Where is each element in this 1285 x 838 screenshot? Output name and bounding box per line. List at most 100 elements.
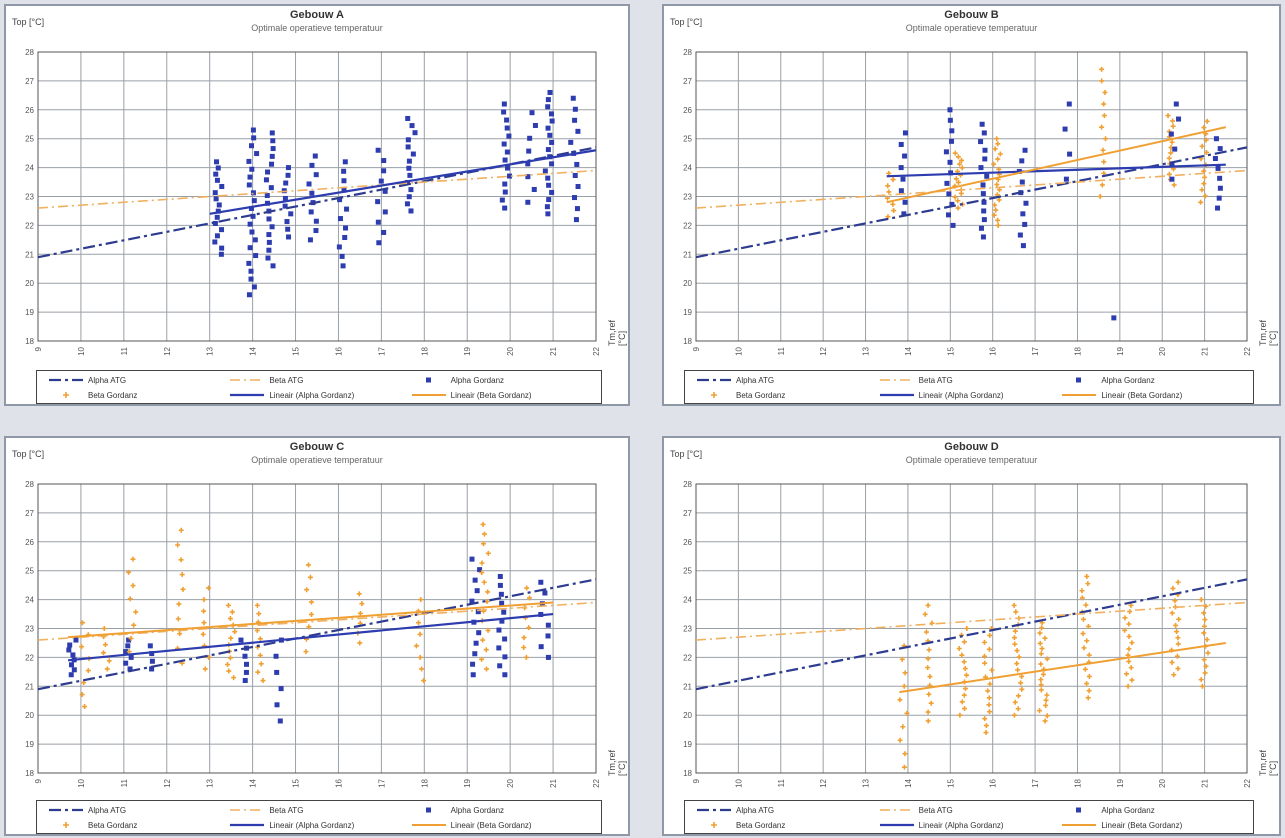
x-tick-label: 9 [34, 346, 43, 351]
legend-label: Alpha ATG [736, 805, 775, 815]
beta-point [130, 583, 136, 589]
alpha-point [70, 652, 76, 658]
alpha-point [265, 169, 271, 175]
alpha-point [980, 182, 986, 188]
alpha-point [306, 181, 312, 187]
alpha-point [502, 157, 508, 163]
beta-point [927, 674, 933, 680]
alpha-point [285, 165, 291, 171]
beta-point [995, 156, 1001, 162]
beta-point [1085, 695, 1091, 701]
y-tick-label: 21 [25, 682, 34, 691]
alpha-point [407, 172, 413, 178]
y-axis-label: Top [°C] [12, 17, 45, 27]
beta-point [890, 177, 896, 183]
alpha-point [219, 227, 225, 233]
beta-point [1203, 603, 1209, 609]
beta-point [957, 712, 963, 718]
alpha-point [902, 199, 908, 205]
scatter-points [66, 521, 551, 724]
beta-point [955, 154, 961, 160]
y-tick-label: 23 [25, 625, 34, 634]
beta-point [1204, 637, 1210, 643]
beta-point [485, 627, 491, 633]
beta-point [1037, 630, 1043, 636]
legend-swatch [1062, 824, 1097, 826]
legend-label: Alpha Gordanz [1101, 375, 1155, 385]
alpha-point [538, 579, 544, 585]
y-axis-label: Top [°C] [670, 449, 703, 459]
alpha-point [247, 245, 253, 251]
alpha-point [547, 132, 553, 138]
beta-point [926, 647, 932, 653]
alpha-point [1019, 179, 1025, 185]
alpha-point [282, 195, 288, 201]
x-tick-label: 20 [1158, 346, 1167, 355]
alpha-point [313, 228, 319, 234]
alpha-point [470, 661, 476, 667]
alpha-point [409, 123, 415, 129]
beta-point [1173, 622, 1179, 628]
x-tick-label: 14 [249, 346, 258, 355]
beta-point [925, 709, 931, 715]
alpha-point [502, 672, 508, 678]
legend-label: Lineair (Alpha Gordanz) [269, 390, 355, 400]
alpha-point [497, 573, 503, 579]
alpha-point [943, 149, 949, 155]
alpha-point [1213, 136, 1219, 142]
alpha-point [307, 237, 313, 243]
beta-point [1201, 125, 1207, 131]
beta-point [178, 527, 184, 533]
alpha-point [266, 239, 272, 245]
alpha-point [250, 127, 256, 133]
legend-item: Beta Gordanz [697, 818, 785, 832]
beta-point [484, 666, 490, 672]
alpha-point [525, 174, 531, 180]
alpha-point [945, 212, 951, 218]
x-tick-label: 19 [1116, 346, 1125, 355]
alpha-point [274, 702, 280, 708]
beta-point [1129, 677, 1135, 683]
beta-point [923, 629, 929, 635]
beta-point [1044, 656, 1050, 662]
beta-point [1080, 631, 1086, 637]
legend-label: Lineair (Beta Gordanz) [1101, 390, 1183, 400]
beta-point [1174, 629, 1180, 635]
beta-point [1198, 677, 1204, 683]
beta-point [526, 625, 532, 631]
grid [695, 483, 1248, 774]
beta-point [1038, 682, 1044, 688]
alpha-point [266, 232, 272, 238]
legend-swatch [411, 394, 446, 396]
y-tick-label: 24 [25, 596, 34, 605]
alpha-point [248, 276, 254, 282]
alpha-point [474, 588, 480, 594]
beta-point [521, 635, 527, 641]
y-tick-label: 25 [25, 135, 34, 144]
beta-point [952, 150, 958, 156]
beta-point [994, 182, 1000, 188]
beta-point [1123, 671, 1129, 677]
alpha-point [273, 653, 279, 659]
x-tick-label: 10 [734, 778, 743, 787]
alpha-point [979, 121, 985, 127]
beta-point [1128, 665, 1134, 671]
alpha-point [982, 147, 988, 153]
legend-label: Beta Gordanz [88, 820, 138, 830]
legend-item: Lineair (Alpha Gordanz) [879, 818, 1004, 832]
alpha-point [1217, 175, 1223, 181]
alpha-point [502, 205, 508, 211]
y-tick-label: 22 [25, 221, 34, 230]
alpha-point [1168, 131, 1174, 137]
legend-swatch [1076, 807, 1082, 813]
alpha-point [947, 159, 953, 165]
legend-item: Lineair (Beta Gordanz) [411, 388, 532, 402]
beta-point [359, 601, 365, 607]
alpha-point [242, 653, 248, 659]
beta-point [1201, 181, 1207, 187]
plot-area: 18 19 20 21 22 23 24 25 26 27 28 9 10 11 12 13 14 15 16 17 1… [25, 48, 601, 356]
beta-point [1202, 193, 1208, 199]
beta-point [176, 601, 182, 607]
beta-point [1040, 671, 1046, 677]
x-tick-label: 14 [904, 346, 913, 355]
